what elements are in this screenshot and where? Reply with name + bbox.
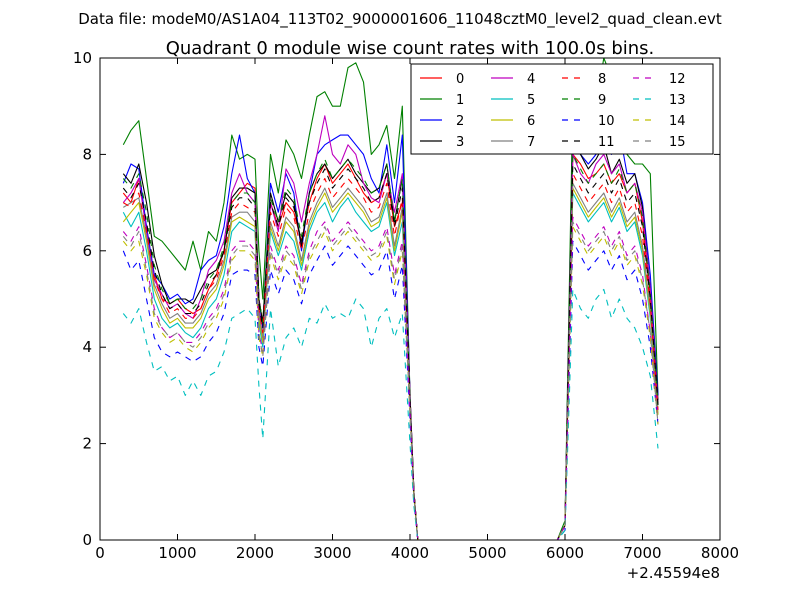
x-tick-label: 6000 xyxy=(546,544,584,562)
legend-label-2: 2 xyxy=(456,114,464,129)
x-tick-label: 5000 xyxy=(468,544,506,562)
legend-label-13: 13 xyxy=(669,93,686,108)
legend-label-0: 0 xyxy=(456,72,464,87)
legend-label-1: 1 xyxy=(456,93,464,108)
series-line-3 xyxy=(122,134,659,540)
y-tick-label: 10 xyxy=(73,49,92,67)
series-line-4 xyxy=(122,115,659,540)
legend-label-4: 4 xyxy=(527,72,535,87)
y-tick-label: 2 xyxy=(82,435,92,453)
series-line-0 xyxy=(122,153,659,540)
series-line-12 xyxy=(122,216,659,540)
legend-label-6: 6 xyxy=(527,114,535,129)
x-tick-label: 8000 xyxy=(701,544,739,562)
x-tick-label: 0 xyxy=(95,544,105,562)
y-tick-label: 6 xyxy=(82,242,92,260)
series-layer xyxy=(122,58,659,540)
legend-label-11: 11 xyxy=(598,135,615,150)
y-tick-label: 4 xyxy=(82,338,92,356)
legend-box xyxy=(410,63,714,155)
legend-label-15: 15 xyxy=(669,135,686,150)
x-tick-label: 2000 xyxy=(236,544,274,562)
series-line-9 xyxy=(122,153,659,540)
x-tick-label: 1000 xyxy=(158,544,196,562)
legend-label-12: 12 xyxy=(669,72,686,87)
y-tick-label: 0 xyxy=(82,531,92,549)
series-line-5 xyxy=(122,192,659,540)
legend-label-8: 8 xyxy=(598,72,606,87)
series-line-15 xyxy=(122,221,659,540)
series-line-6 xyxy=(122,187,659,540)
series-line-7 xyxy=(123,182,659,540)
legend-label-7: 7 xyxy=(527,135,535,150)
legend-label-9: 9 xyxy=(598,93,606,108)
legend-label-3: 3 xyxy=(456,135,464,150)
chart-suptitle: Data file: modeM0/AS1A04_113T02_90000016… xyxy=(78,10,722,29)
chart-title: Quadrant 0 module wise count rates with … xyxy=(166,38,655,59)
legend-label-10: 10 xyxy=(598,114,615,129)
x-tick-label: 4000 xyxy=(391,544,429,562)
x-tick-label: 3000 xyxy=(313,544,351,562)
x-axis-offset-label: +2.45594e8 xyxy=(627,564,720,582)
x-tick-label: 7000 xyxy=(623,544,661,562)
series-line-2 xyxy=(122,129,659,540)
legend-label-5: 5 xyxy=(527,93,535,108)
series-line-11 xyxy=(122,163,659,540)
legend-label-14: 14 xyxy=(669,114,686,129)
y-tick-label: 8 xyxy=(82,145,92,163)
series-line-10 xyxy=(122,240,659,540)
series-line-14 xyxy=(122,226,659,540)
